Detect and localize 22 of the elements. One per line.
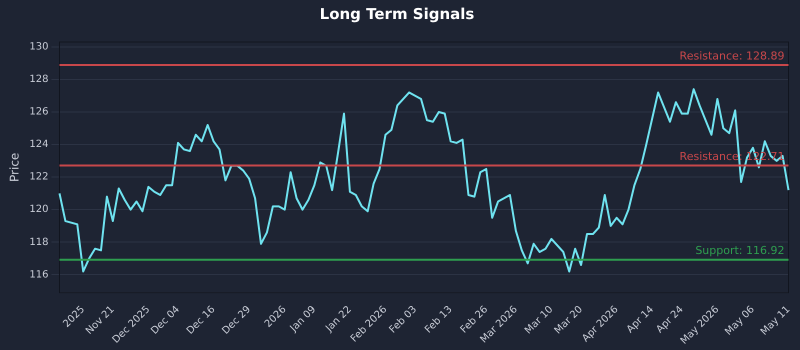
y-axis-title: Price	[7, 152, 22, 182]
x-tick-label: Feb 13	[423, 304, 455, 336]
x-tick-label: Feb 03	[388, 304, 420, 336]
y-tick-label: 122	[29, 172, 48, 183]
x-tick-label: Apr 14	[624, 304, 656, 336]
y-tick-label: 124	[29, 139, 48, 150]
x-tick-label: Jan 22	[323, 304, 354, 335]
y-tick-label: 126	[29, 106, 48, 118]
ref-line-label: Support: 116.92	[695, 244, 785, 258]
y-tick-label: 128	[29, 74, 48, 86]
y-tick-label: 116	[29, 269, 48, 280]
chart-title: Long Term Signals	[320, 4, 474, 23]
y-tick-label: 130	[29, 41, 48, 52]
ref-line-label: Resistance: 128.89	[680, 49, 785, 62]
y-tick-label: 118	[29, 236, 48, 248]
x-tick-label: Mar 10	[523, 304, 556, 336]
x-tick-label: Jan 09	[288, 304, 318, 335]
x-tick-label: Apr 24	[654, 304, 686, 336]
x-tick-label: Dec 16	[184, 304, 218, 337]
x-tick-label: Dec 29	[220, 304, 254, 337]
x-tick-label: Dec 04	[149, 304, 182, 337]
y-tick-label: 120	[29, 204, 48, 216]
